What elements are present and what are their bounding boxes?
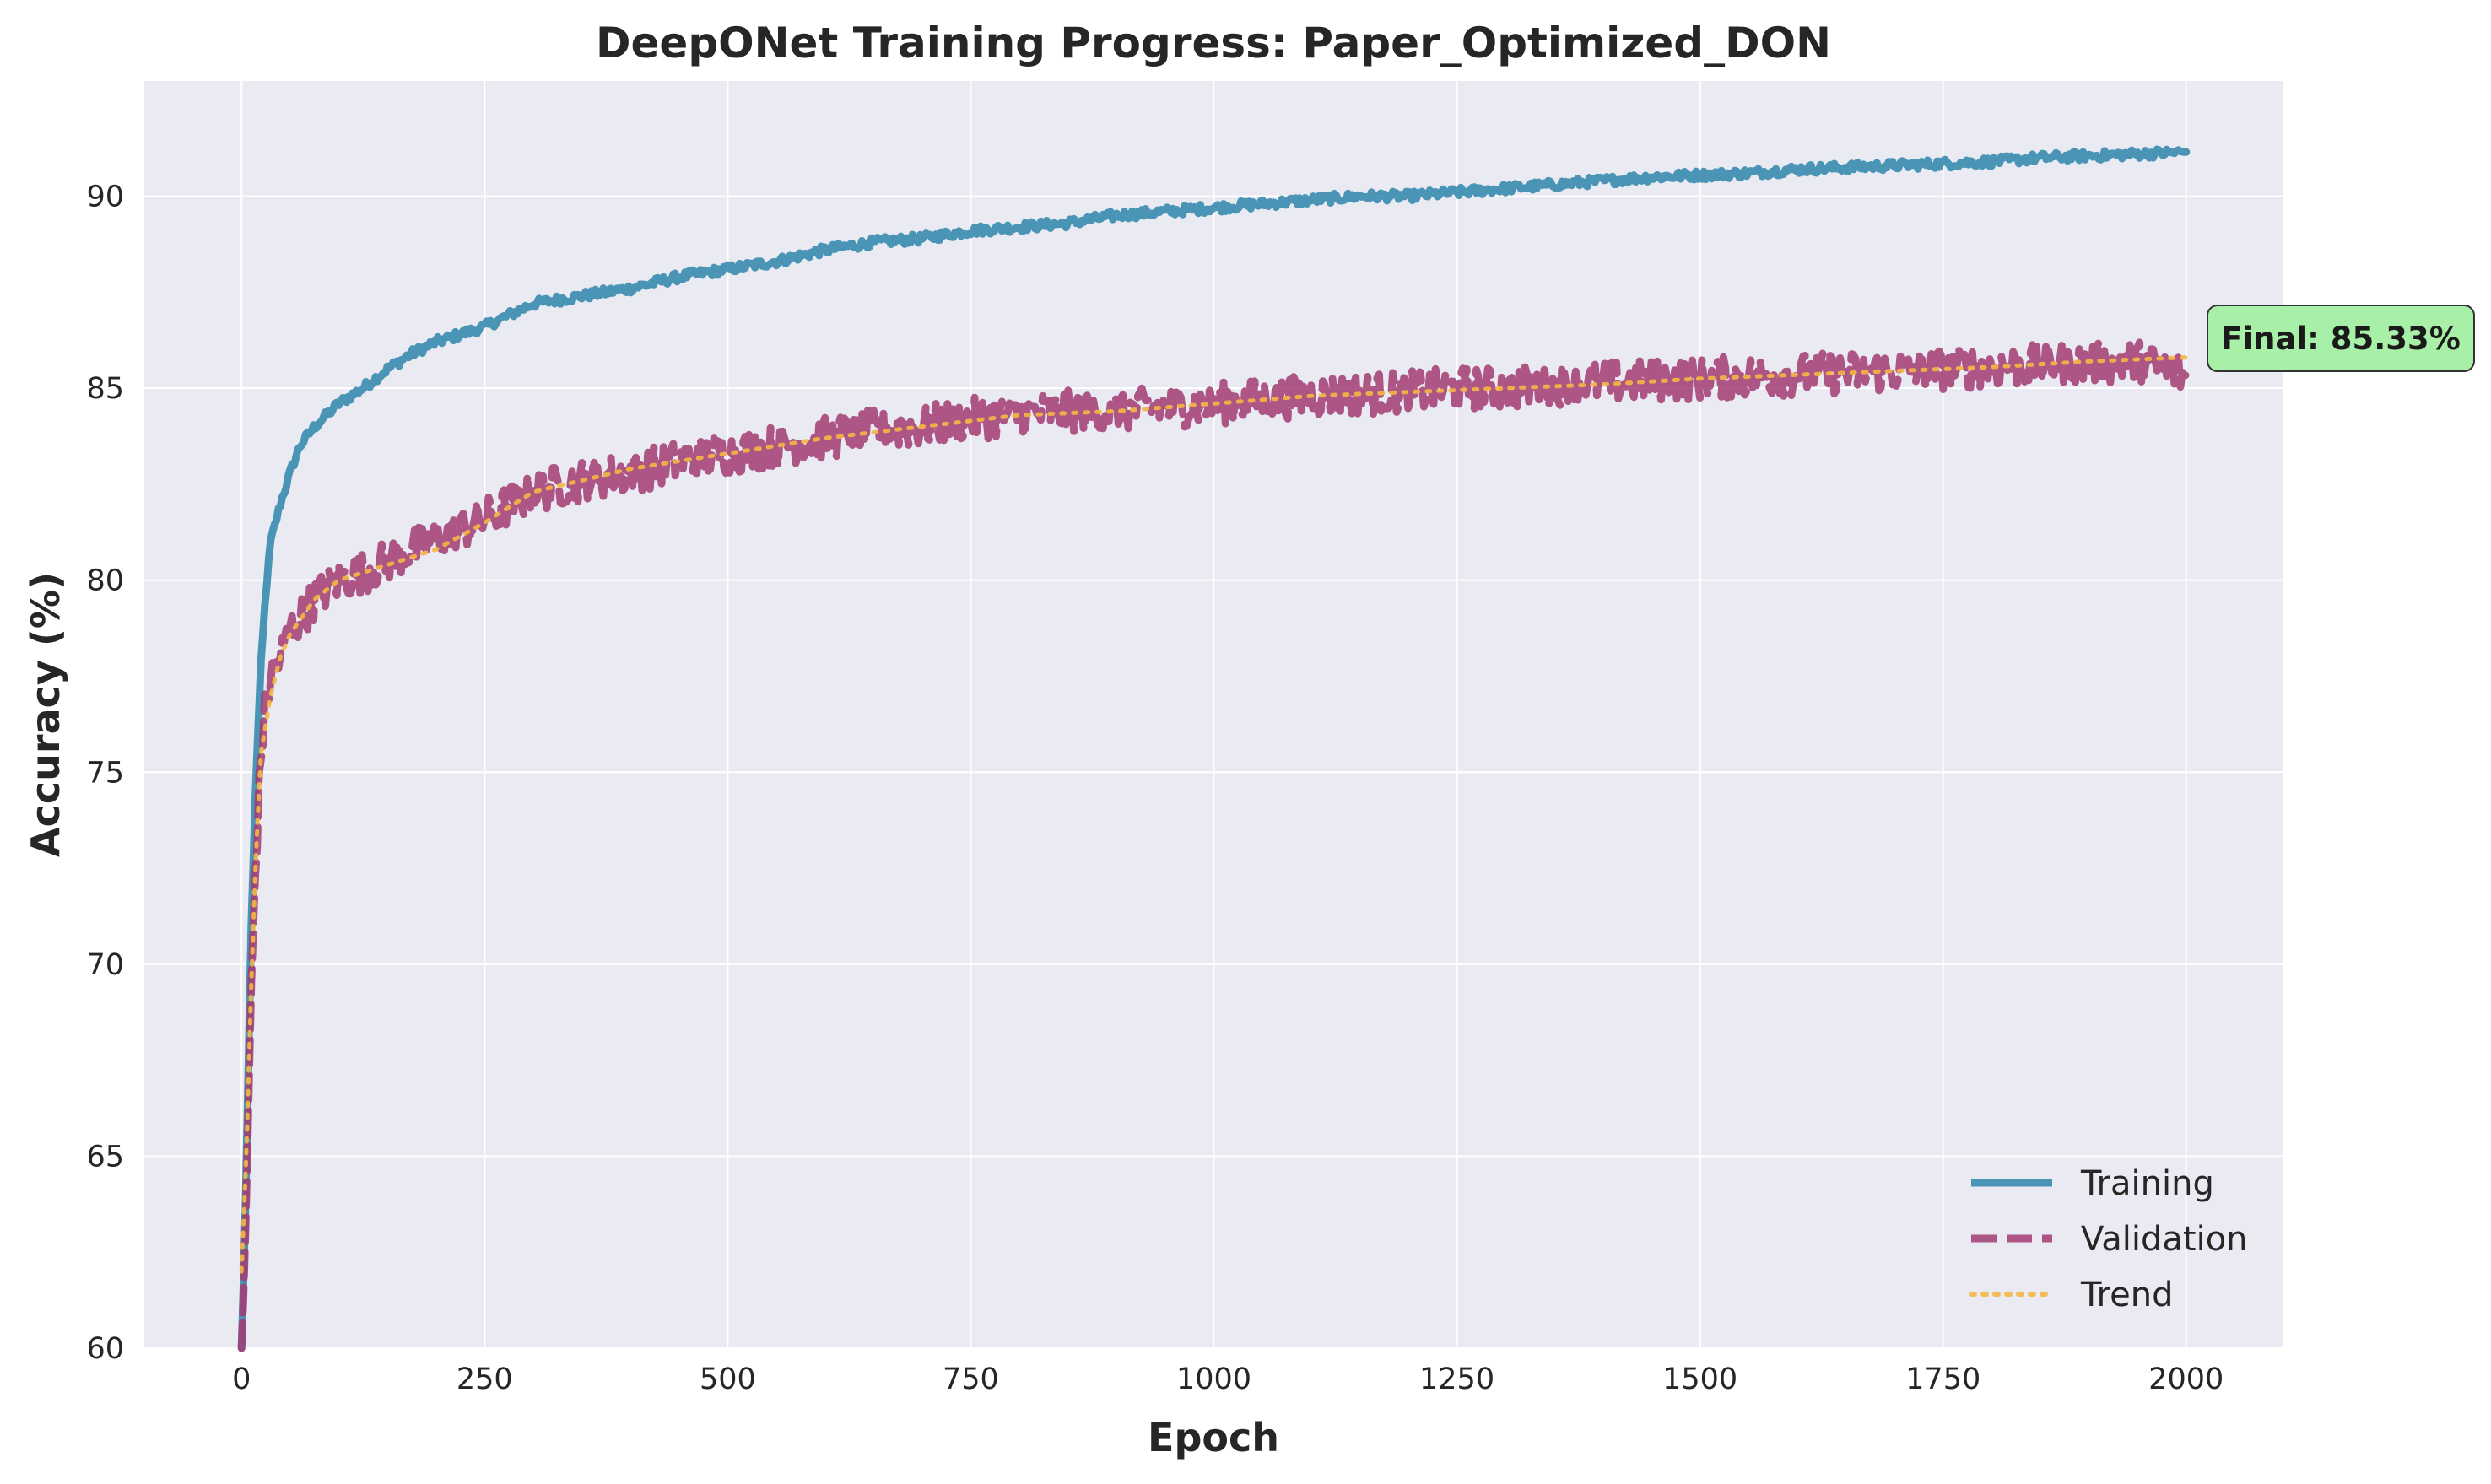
trend-line <box>239 355 2189 1274</box>
legend-label-validation: Validation <box>2081 1220 2248 1259</box>
grid-lines <box>144 81 2283 1349</box>
training-line <box>237 145 2191 1352</box>
series-layer <box>237 145 2191 1352</box>
legend-label-training: Training <box>2080 1164 2214 1203</box>
y-tick-label: 60 <box>86 1332 124 1366</box>
x-tick-label: 500 <box>700 1363 756 1396</box>
annotation-box <box>2207 305 2475 372</box>
x-axis-label: Epoch <box>1148 1415 1279 1460</box>
x-tick-label: 0 <box>232 1363 251 1396</box>
x-tick-label: 2000 <box>2148 1363 2224 1396</box>
x-tick-label: 250 <box>457 1363 513 1396</box>
y-tick-label: 65 <box>86 1140 124 1174</box>
x-tick-label: 750 <box>943 1363 999 1396</box>
y-tick-label: 85 <box>86 372 124 406</box>
x-tick-label: 1000 <box>1176 1363 1251 1396</box>
y-tick-label: 80 <box>86 564 124 598</box>
y-axis-label: Accuracy (%) <box>23 572 68 857</box>
y-tick-label: 70 <box>86 948 124 982</box>
validation-line <box>237 338 2191 1352</box>
legend: Training Validation Trend <box>1969 1164 2248 1314</box>
annotation-text: Final: 85.33% <box>2221 321 2461 357</box>
tick-labels: 0 250 500 750 1000 1250 1500 1750 2000 60 65 70 75 80… <box>86 181 2224 1396</box>
y-tick-label: 90 <box>86 181 124 214</box>
x-tick-label: 1250 <box>1419 1363 1494 1396</box>
chart-title: DeepONet Training Progress: Paper_Optimi… <box>596 19 1831 67</box>
y-tick-label: 75 <box>86 756 124 790</box>
final-annotation: Final: 85.33% <box>2207 305 2475 372</box>
x-tick-label: 1750 <box>1905 1363 1980 1396</box>
legend-label-trend: Trend <box>2080 1276 2173 1314</box>
x-tick-label: 1500 <box>1662 1363 1737 1396</box>
